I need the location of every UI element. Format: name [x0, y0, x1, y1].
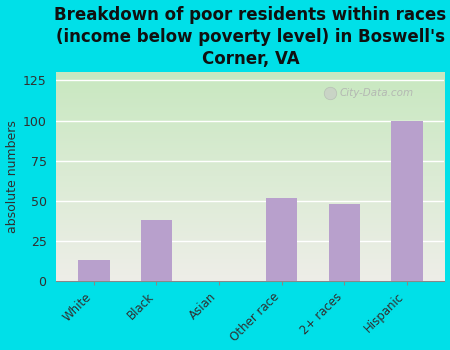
Bar: [391, 120, 423, 281]
Bar: [141, 220, 172, 281]
Bar: [78, 260, 109, 281]
Y-axis label: absolute numbers: absolute numbers: [5, 120, 18, 233]
Text: City-Data.com: City-Data.com: [340, 88, 414, 98]
Bar: [266, 198, 297, 281]
Bar: [328, 204, 360, 281]
Title: Breakdown of poor residents within races
(income below poverty level) in Boswell: Breakdown of poor residents within races…: [54, 6, 446, 68]
